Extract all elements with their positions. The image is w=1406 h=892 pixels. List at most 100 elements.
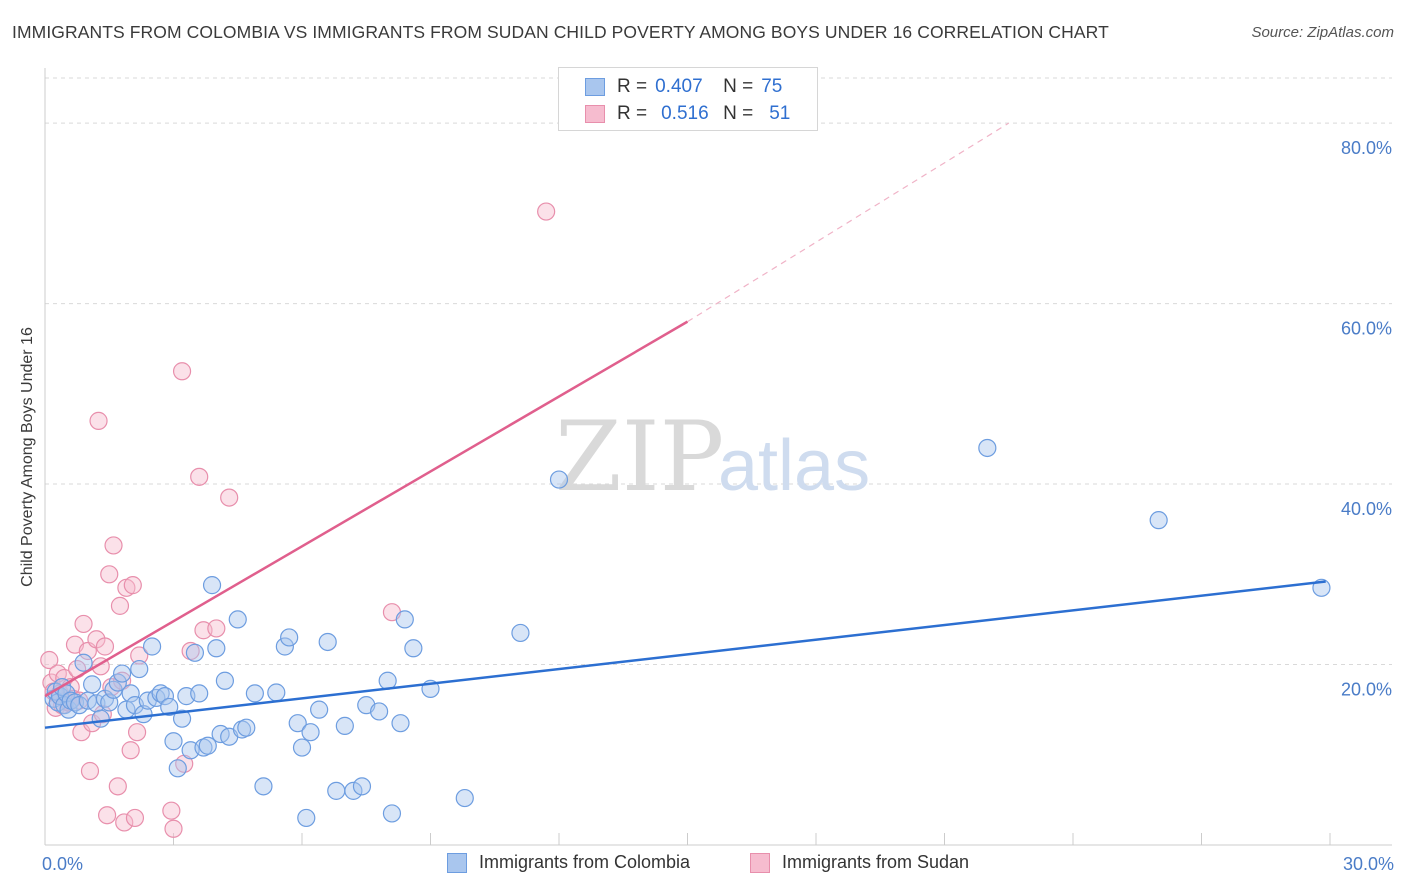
sudan-point [121,741,140,760]
chart-title: IMMIGRANTS FROM COLOMBIA VS IMMIGRANTS F… [12,22,1109,42]
sudan-point [172,362,192,381]
bottom-legend-label-colombia: Immigrants from Colombia [479,852,691,872]
colombia-point [134,705,153,724]
colombia-point [91,709,110,728]
sudan-point [220,488,239,507]
colombia-point [1149,511,1168,530]
sudan-point [100,565,119,584]
x-tick-label: 0.0% [42,854,83,874]
axis-ticks: 20.0% 40.0% 60.0% 80.0% 0.0% 30.0% [42,138,1394,874]
colombia-point [207,639,226,658]
colombia-point [310,700,329,719]
colombia-point [202,576,222,595]
colombia-point [130,659,149,679]
colombia-point [160,697,179,717]
colombia-point [352,777,372,796]
sudan-point [40,650,59,670]
colombia-point [280,628,299,647]
legend-r-value: 0.516 [661,103,709,124]
colombia-point [172,709,192,728]
sudan-point [164,819,183,838]
sudan-point [123,576,142,595]
colombia-point [83,675,102,694]
sudan-point [110,596,130,615]
sudan-trend-extension [687,122,1010,323]
sudan-point [95,637,115,656]
sudan-point [80,761,100,781]
y-tick-label: 80.0% [1341,138,1392,158]
colombia-point [301,723,320,742]
colombia-point [108,673,127,692]
sudan-point [89,411,108,430]
colombia-trend-line [44,580,1326,729]
colombia-point [168,759,187,778]
colombia-point [382,804,402,823]
bottom-legend: Immigrants from Colombia Immigrants from… [0,852,1406,878]
colombia-point [74,653,93,672]
colombia-point [327,781,346,800]
legend: R = 0.407 N = 75 R = 0.516 N = 51 [558,67,818,131]
y-tick-label: 20.0% [1341,680,1392,700]
colombia-point [455,788,474,808]
sudan-point [98,806,117,825]
colombia-point [292,738,312,757]
sudan-point [115,813,134,832]
colombia-point [215,671,234,690]
bottom-legend-swatch-colombia [447,852,467,873]
watermark-atlas: atlas [718,426,870,506]
colombia-point [297,808,316,828]
data-points [40,202,1331,838]
sudan-point [130,646,149,665]
colombia-point [185,643,205,662]
sudan-point [537,202,556,221]
colombia-point [164,732,183,751]
sudan-point [162,801,181,820]
colombia-point [549,470,569,489]
legend-n-label: N = [723,103,754,124]
colombia-point [112,664,132,683]
colombia-point [395,610,414,629]
legend-swatch-sudan [585,105,605,123]
sudan-point [74,614,93,634]
sudan-point [104,536,123,555]
colombia-point [318,632,337,652]
colombia-point [511,623,530,643]
colombia-point [155,687,175,706]
colombia-point [198,736,217,755]
source-label: Source: ZipAtlas.com [1251,24,1394,41]
colombia-point [121,684,140,703]
legend-n-label: N = [723,76,754,97]
colombia-point [344,781,363,800]
colombia-point [245,684,264,703]
colombia-point [228,610,247,629]
colombia-point [254,777,273,796]
colombia-point [404,639,423,658]
sudan-point [207,619,226,638]
colombia-point [190,684,209,703]
colombia-point [288,714,307,733]
y-tick-label: 40.0% [1341,499,1392,519]
legend-r-label: R = [617,103,648,124]
bottom-legend-swatch-sudan [750,852,770,873]
colombia-point [978,438,997,458]
legend-row-colombia: R = 0.407 N = 75 [585,75,782,99]
trend-lines [44,122,1326,729]
sudan-point [125,808,145,828]
legend-row-sudan: R = 0.516 N = 51 [585,102,790,126]
colombia-point [391,714,410,733]
x-tick-label: 30.0% [1343,854,1394,874]
legend-n-value: 75 [761,76,783,97]
colombia-point [275,637,294,656]
grid [44,68,1392,846]
bottom-legend-sudan: Immigrants from Sudan [750,852,969,873]
sudan-trend-line [44,320,689,698]
legend-r-label: R = [617,76,648,97]
colombia-point [142,637,162,656]
colombia-point [267,683,286,702]
bottom-legend-colombia: Immigrants from Colombia [447,852,690,873]
sudan-point [190,467,209,486]
legend-n-value: 51 [769,103,791,124]
legend-swatch-colombia [585,78,605,96]
sudan-point [127,723,147,742]
